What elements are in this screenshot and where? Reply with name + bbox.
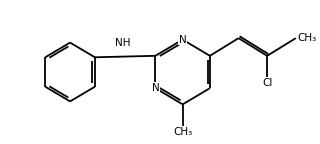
Text: CH₃: CH₃ (173, 127, 192, 137)
Text: CH₃: CH₃ (298, 33, 317, 43)
Text: Cl: Cl (262, 78, 272, 88)
Text: NH: NH (116, 38, 131, 48)
Text: N: N (151, 83, 159, 93)
Text: N: N (179, 35, 187, 45)
